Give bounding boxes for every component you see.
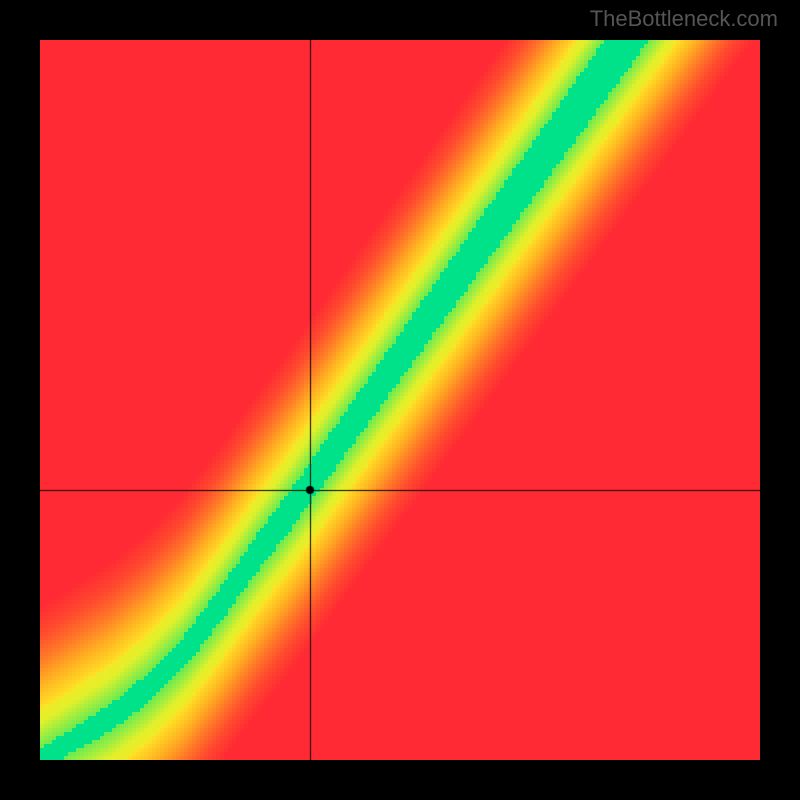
crosshair-overlay [40, 40, 760, 760]
watermark-text: TheBottleneck.com [590, 6, 778, 32]
chart-container: TheBottleneck.com [0, 0, 800, 800]
